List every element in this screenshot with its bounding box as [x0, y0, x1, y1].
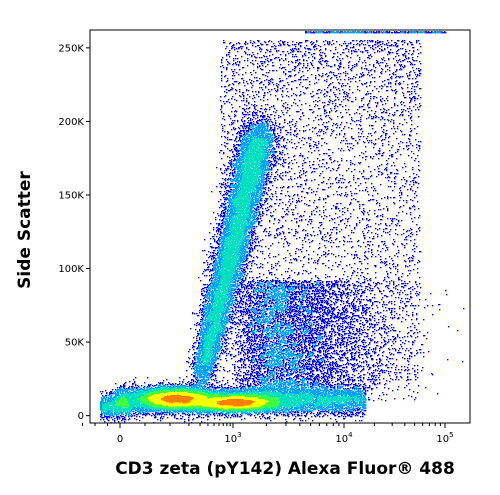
density-level-3	[115, 389, 280, 412]
x-tick-base: 10	[436, 434, 449, 445]
y-tick-label: 0	[78, 411, 84, 422]
x-tick-exponent: 5	[449, 431, 453, 439]
y-tick-label: 100K	[58, 264, 84, 275]
x-tick-base: 10	[224, 434, 237, 445]
x-axis: 0 103 104 105	[82, 423, 454, 445]
density-level-4	[148, 391, 269, 410]
x-tick-base: 10	[335, 434, 348, 445]
y-axis-title: Side Scatter	[15, 171, 35, 289]
x-tick-label: 0	[117, 434, 123, 445]
plot-frame	[89, 29, 471, 424]
x-tick-label: 105	[436, 431, 453, 445]
y-axis: 0 50K 100K 150K 200K 250K	[58, 43, 90, 422]
x-axis-title: CD3 zeta (pY142) Alexa Fluor® 488	[115, 459, 455, 479]
x-tick-exponent: 4	[348, 431, 353, 439]
y-tick-label: 50K	[65, 338, 85, 349]
y-tick-label: 200K	[58, 117, 84, 128]
density-level-0	[100, 31, 465, 424]
density-level-1	[100, 31, 442, 418]
x-tick-exponent: 3	[237, 431, 241, 439]
x-tick-base: 0	[117, 434, 123, 445]
y-tick-label: 250K	[58, 43, 84, 54]
density-dots	[100, 31, 465, 424]
x-tick-label: 103	[224, 431, 241, 445]
x-tick-label: 104	[335, 431, 353, 445]
y-tick-label: 150K	[58, 190, 84, 201]
density-level-5	[161, 394, 255, 407]
